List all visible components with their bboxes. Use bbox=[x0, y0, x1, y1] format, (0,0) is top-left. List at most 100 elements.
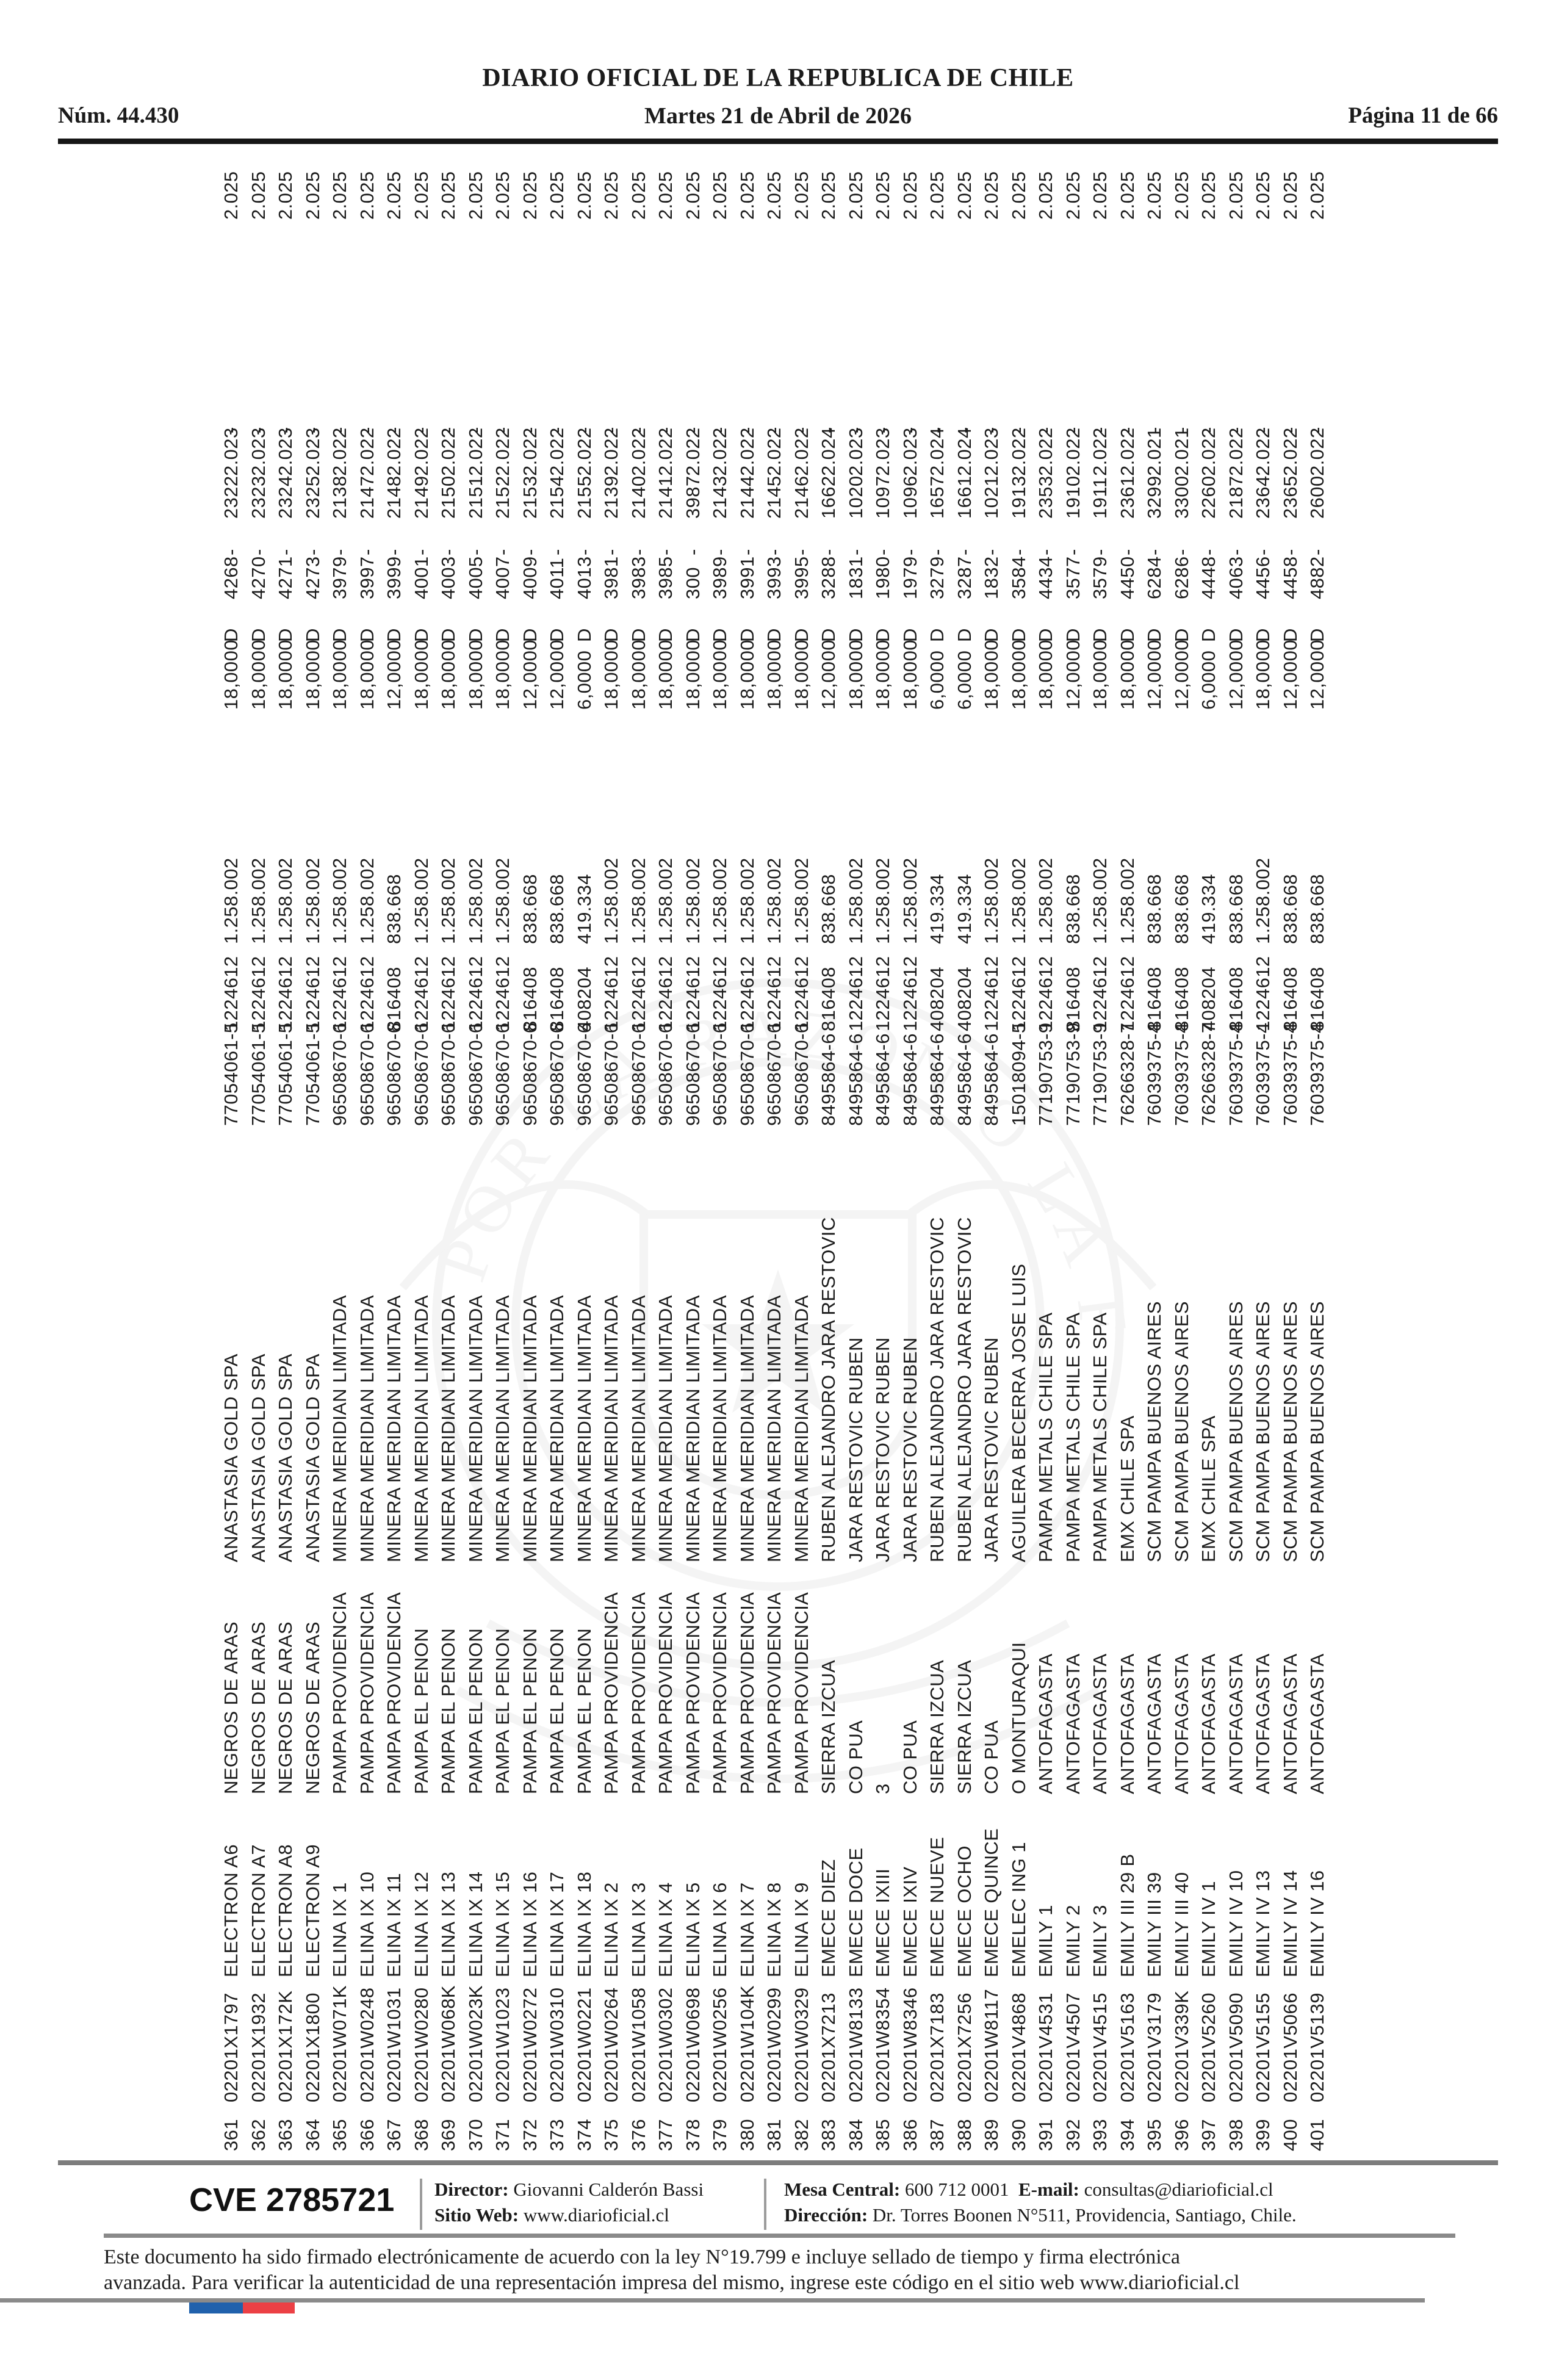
cell-rut: 96508670-6 bbox=[682, 1022, 704, 1127]
cell-anio: 2.022 bbox=[655, 427, 676, 476]
cell-fojas: 4458 bbox=[1279, 556, 1301, 599]
cell-estado: D bbox=[627, 628, 649, 642]
cell-anio2: 2.025 bbox=[953, 171, 975, 220]
cell-nombre: EMECE DIEZ bbox=[818, 1859, 839, 1977]
cell-anio2: 2.025 bbox=[736, 171, 758, 220]
cell-dash2: - bbox=[220, 427, 242, 433]
cell-numero2: 2187 bbox=[1225, 475, 1247, 519]
cell-fojas: 3979 bbox=[329, 556, 350, 599]
table-row: 388 02201X7256 EMECE OCHO SIERRA IZCUA RUBEN… bbox=[951, 165, 979, 2154]
cell-titular: RUBEN ALEJANDRO JARA RESTOVIC bbox=[926, 1217, 948, 1562]
cell-anio: 2.022 bbox=[763, 427, 785, 476]
cell-anio: 2.022 bbox=[1089, 427, 1111, 476]
cell-numero: 390 bbox=[1007, 2119, 1029, 2151]
cell-patente: 1224612 bbox=[763, 956, 785, 1032]
legal-bottom-rule bbox=[0, 2298, 1425, 2302]
cell-patente: 1224612 bbox=[438, 956, 459, 1032]
cell-ubicacion: ANTOFAGASTA bbox=[1306, 1653, 1328, 1794]
cell-dash1: - bbox=[383, 549, 405, 555]
cell-numero2: 2146 bbox=[790, 475, 812, 519]
cell-rol: 02201W0698 bbox=[682, 1987, 704, 2102]
cell-anio: 2.022 bbox=[1279, 427, 1301, 476]
cell-rol: 02201W0221 bbox=[573, 1987, 595, 2102]
cell-valor: 838.668 bbox=[1279, 874, 1301, 944]
cell-anio2: 2.025 bbox=[247, 171, 269, 220]
cell-fojas: 3983 bbox=[627, 556, 649, 599]
cell-patente: 816408 bbox=[1062, 967, 1084, 1031]
cell-anio: 2.022 bbox=[736, 427, 758, 476]
table-row: 395 02201V3179 EMILY III 39 ANTOFAGASTA SCM … bbox=[1141, 165, 1169, 2154]
cell-ubicacion: NEGROS DE ARAS bbox=[247, 1621, 269, 1794]
cell-rol: 02201W0310 bbox=[546, 1987, 567, 2102]
cell-titular: SCM PAMPA BUENOS AIRES bbox=[1144, 1301, 1165, 1562]
cell-patente: 1224612 bbox=[736, 956, 758, 1032]
cell-titular: PAMPA METALS CHILE SPA bbox=[1089, 1312, 1111, 1562]
page-title: DIARIO OFICIAL DE LA REPUBLICA DE CHILE bbox=[482, 64, 1074, 92]
cell-anio2: 2.025 bbox=[275, 171, 296, 220]
cell-superficie: 18,0000 bbox=[736, 640, 758, 710]
cell-ubicacion: ANTOFAGASTA bbox=[1062, 1653, 1084, 1794]
cell-numero: 361 bbox=[220, 2119, 242, 2151]
cve-code: CVE 2785721 bbox=[189, 2182, 395, 2218]
cell-valor: 1.258.002 bbox=[682, 857, 704, 944]
cell-anio: 2.022 bbox=[682, 427, 704, 476]
cell-superficie: 18,0000 bbox=[301, 640, 323, 710]
cell-rol: 02201W1058 bbox=[627, 1987, 649, 2102]
website-url: www.diarioficial.cl bbox=[523, 2204, 669, 2226]
cell-dash1: - bbox=[818, 549, 839, 555]
cell-rut: 76039375-4 bbox=[1279, 1022, 1301, 1127]
cell-patente: 1224612 bbox=[600, 956, 622, 1032]
table-row: 367 02201W1031 ELINA IX 11 PAMPA PROVIDENCI… bbox=[381, 165, 408, 2154]
cell-titular: MINERA MERIDIAN LIMITADA bbox=[627, 1295, 649, 1562]
cell-superficie: 18,0000 bbox=[275, 640, 296, 710]
cell-nombre: EMILY III 39 bbox=[1144, 1872, 1165, 1977]
cell-superficie: 18,0000 bbox=[899, 640, 921, 710]
cell-numero2: 2154 bbox=[546, 475, 567, 519]
cell-valor: 1.258.002 bbox=[872, 857, 893, 944]
cell-rut: 96508670-6 bbox=[464, 1022, 486, 1127]
cell-patente: 1224612 bbox=[709, 956, 730, 1032]
cell-rol: 02201V3179 bbox=[1144, 1992, 1165, 2102]
cell-fojas: 4271 bbox=[275, 556, 296, 599]
cell-rol: 02201V5155 bbox=[1252, 1992, 1273, 2102]
cell-numero: 367 bbox=[383, 2119, 405, 2151]
cell-dash1: - bbox=[1279, 549, 1301, 555]
cell-dash2: - bbox=[275, 427, 296, 433]
cell-superficie: 12,0000 bbox=[546, 640, 567, 710]
cell-titular: MINERA MERIDIAN LIMITADA bbox=[356, 1295, 378, 1562]
cell-patente: 816408 bbox=[1144, 967, 1165, 1031]
cell-numero: 372 bbox=[519, 2119, 541, 2151]
cell-fojas: 4001 bbox=[410, 556, 432, 599]
cell-nombre: EMILY IV 16 bbox=[1306, 1870, 1328, 1977]
cell-dash1: - bbox=[709, 549, 730, 555]
cell-numero2: 1910 bbox=[1062, 475, 1084, 519]
cell-rol: 02201W068K bbox=[438, 1985, 459, 2102]
cell-nombre: ELINA IX 8 bbox=[763, 1882, 785, 1977]
cell-titular: MINERA MERIDIAN LIMITADA bbox=[329, 1295, 350, 1562]
cell-numero2: 2148 bbox=[383, 475, 405, 519]
cell-anio: 2.024 bbox=[818, 427, 839, 476]
cell-estado: D bbox=[1062, 628, 1084, 642]
cell-titular: JARA RESTOVIC RUBEN bbox=[981, 1337, 1002, 1562]
cell-nombre: ELINA IX 18 bbox=[573, 1871, 595, 1977]
cell-nombre: EMILY III 40 bbox=[1170, 1872, 1192, 1977]
address-line: Dirección: Dr. Torres Boonen N°511, Prov… bbox=[784, 2204, 1297, 2226]
cell-rol: 02201V5163 bbox=[1116, 1992, 1138, 2102]
cell-ubicacion: CO PUA bbox=[845, 1720, 866, 1794]
website-line: Sitio Web: www.diarioficial.cl bbox=[434, 2204, 669, 2226]
cell-dash1: - bbox=[1035, 549, 1056, 555]
cell-patente: 816408 bbox=[519, 967, 541, 1031]
cell-rol: 02201W0280 bbox=[410, 1987, 432, 2102]
cell-dash1: - bbox=[546, 549, 567, 555]
issue-number: Núm. 44.430 bbox=[58, 103, 179, 128]
cell-ubicacion: PAMPA EL PENON bbox=[438, 1628, 459, 1794]
cell-numero2: 2139 bbox=[600, 475, 622, 519]
cell-estado: D bbox=[1170, 628, 1192, 642]
cell-fojas: 3991 bbox=[736, 556, 758, 599]
cell-dash2: - bbox=[329, 427, 350, 433]
cell-rut: 76266328-7 bbox=[1116, 1022, 1138, 1127]
cell-anio2: 2.025 bbox=[926, 171, 948, 220]
cell-numero: 378 bbox=[682, 2119, 704, 2151]
cell-anio2: 2.025 bbox=[1007, 171, 1029, 220]
cell-rut: 76039375-4 bbox=[1144, 1022, 1165, 1127]
